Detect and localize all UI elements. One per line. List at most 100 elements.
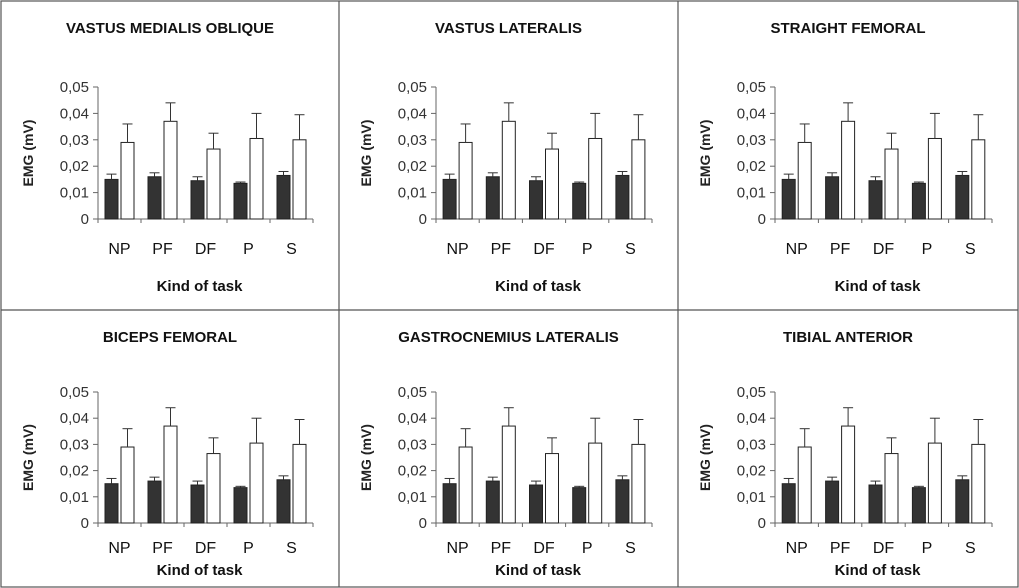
bar-light [120,446,135,524]
bar-light [841,425,856,524]
x-tick-label: DF [873,241,895,258]
x-axis-label: Kind of task [835,278,921,295]
bar-light [841,120,856,220]
bar-dark [615,479,630,524]
y-tick-label: 0,01 [60,489,89,506]
bar-dark [104,483,119,524]
x-tick-label: DF [533,241,555,258]
x-axis-label: Kind of task [835,562,921,579]
y-tick-label: 0,05 [398,384,427,401]
y-tick-label: 0,05 [737,384,766,401]
y-tick-label: 0,03 [737,436,766,453]
x-tick-label: DF [533,540,555,557]
bar-light [588,442,603,524]
x-tick-label: PF [152,241,173,258]
bar-dark [529,180,543,220]
bar-dark [825,480,840,524]
y-tick-label: 0 [81,211,89,228]
bar-light [249,442,264,524]
chart-title: VASTUS MEDIALIS OBLIQUE [66,20,274,37]
bar-light [927,442,942,524]
bar-dark [911,487,926,524]
y-tick-label: 0,04 [737,410,766,427]
x-tick-label: S [965,540,976,557]
y-tick-label: 0 [81,515,89,532]
y-tick-label: 0,04 [398,410,427,427]
chart-panel: TIBIAL ANTERIOR EMG (mV) 0 0,01 0,02 0,03 0,04… [697,329,993,579]
y-tick-label: 0,03 [60,132,89,149]
bar-dark [615,174,630,220]
chart-panel: VASTUS MEDIALIS OBLIQUE EMG (mV) 0 0,01 0,02… [20,20,314,295]
bar-light [545,453,559,524]
chart-panel: VASTUS LATERALIS EMG (mV) 0 0,01 0,02 0,03 0,0… [358,20,653,295]
y-tick-label: 0,04 [60,105,89,122]
y-tick-label: 0,03 [398,436,427,453]
x-axis-label: Kind of task [157,278,243,295]
bar-light [971,139,986,220]
bar-light [545,148,559,220]
bar-dark [955,174,970,220]
bar-light [927,137,942,220]
y-tick-label: 0,03 [737,132,766,149]
bar-light [292,443,307,524]
chart-panel: BICEPS FEMORAL EMG (mV) 0 0,01 0,02 0,03 0,04 0… [20,329,314,579]
bar-light [206,453,221,524]
bar-dark [233,182,248,220]
bar-dark [868,484,883,524]
x-tick-label: NP [108,540,130,557]
y-tick-label: 0,03 [398,132,427,149]
y-tick-label: 0,04 [398,105,427,122]
x-axis-label: Kind of task [157,562,243,579]
y-tick-label: 0,03 [60,436,89,453]
bar-light [120,141,135,220]
x-tick-label: P [582,540,593,557]
x-tick-label: PF [830,540,851,557]
x-tick-label: P [243,540,254,557]
y-tick-label: 0,01 [398,489,427,506]
y-tick-label: 0,05 [398,79,427,96]
bar-light [163,120,178,220]
bar-light [292,139,307,220]
x-tick-label: NP [786,540,808,557]
y-tick-label: 0,01 [398,185,427,202]
chart-title: BICEPS FEMORAL [103,329,237,346]
x-tick-label: P [243,241,254,258]
y-axis-label: EMG (mV) [697,120,713,187]
y-tick-label: 0,02 [737,158,766,175]
x-tick-label: NP [446,540,468,557]
y-tick-label: 0,01 [737,489,766,506]
bar-dark [572,487,587,524]
x-tick-label: S [286,540,297,557]
bar-dark [147,176,162,220]
x-tick-label: S [625,241,636,258]
y-tick-label: 0 [758,515,766,532]
bar-dark [781,178,796,220]
y-tick-label: 0,05 [737,79,766,96]
y-tick-label: 0,02 [60,158,89,175]
y-tick-label: 0 [419,211,427,228]
x-tick-label: P [922,540,933,557]
y-axis-label: EMG (mV) [358,120,374,187]
x-tick-label: DF [873,540,895,557]
chart-title: TIBIAL ANTERIOR [783,329,913,346]
bar-dark [104,178,119,220]
y-tick-label: 0,04 [737,105,766,122]
x-axis-label: Kind of task [495,562,581,579]
bar-light [501,120,516,220]
y-tick-label: 0,02 [398,463,427,480]
x-tick-label: S [625,540,636,557]
chart-title: STRAIGHT FEMORAL [771,20,926,37]
bar-light [501,425,516,524]
bar-dark [233,487,248,524]
bar-dark [442,178,457,220]
x-tick-label: S [965,241,976,258]
bar-light [458,141,473,220]
bar-dark [147,480,162,524]
x-tick-label: P [582,241,593,258]
y-tick-label: 0,05 [60,384,89,401]
bar-dark [485,176,500,220]
